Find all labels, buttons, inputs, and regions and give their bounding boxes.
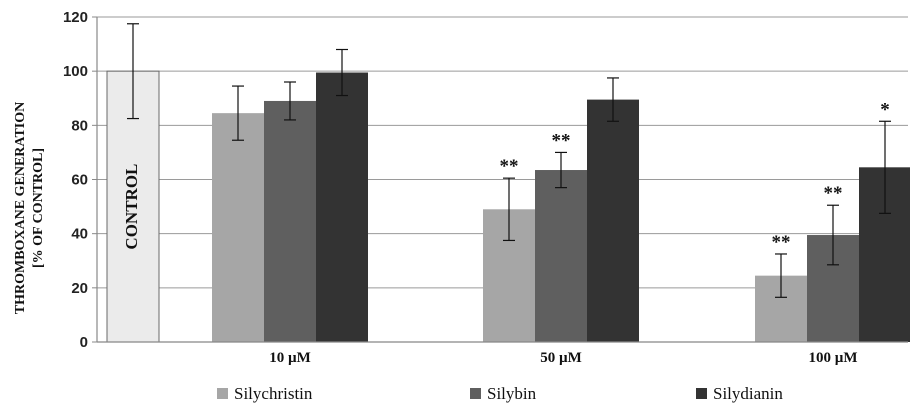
x-tick-label: 50 µM bbox=[540, 350, 582, 366]
bars: CONTROL bbox=[106, 70, 910, 343]
y-tick-label: 120 bbox=[63, 9, 88, 26]
bar-silybin bbox=[535, 170, 587, 342]
x-axis-ticks: 10 µM 50 µM 100 µM bbox=[269, 350, 857, 366]
legend-swatch-silybin bbox=[470, 388, 481, 399]
bar-silydianin bbox=[587, 99, 639, 343]
significance-marker: ** bbox=[824, 183, 843, 204]
bar-silydianin bbox=[316, 72, 368, 342]
significance-markers: ********* bbox=[500, 99, 890, 253]
x-tick-label: 100 µM bbox=[808, 350, 857, 366]
significance-marker: ** bbox=[500, 156, 519, 177]
bar-silychristin bbox=[212, 113, 264, 342]
legend-swatch-silychristin bbox=[217, 388, 228, 399]
x-tick-label: 10 µM bbox=[269, 350, 311, 366]
error-bars bbox=[127, 23, 891, 298]
y-tick-label: 60 bbox=[71, 172, 88, 189]
significance-marker: * bbox=[880, 99, 890, 120]
y-tick-label: 80 bbox=[71, 117, 88, 134]
legend-label-silybin: Silybin bbox=[487, 384, 537, 403]
bar-silybin bbox=[264, 100, 316, 342]
y-tick-label: 40 bbox=[71, 226, 88, 243]
control-bar-label: CONTROL bbox=[122, 164, 141, 250]
significance-marker: ** bbox=[772, 232, 791, 253]
y-axis-ticks: 0 20 40 60 80 100 120 bbox=[63, 9, 97, 351]
legend-label-silydianin: Silydianin bbox=[713, 384, 783, 403]
legend: Silychristin Silybin Silydianin bbox=[217, 384, 783, 403]
y-tick-label: 20 bbox=[71, 280, 88, 297]
legend-label-silychristin: Silychristin bbox=[234, 384, 313, 403]
y-tick-label: 0 bbox=[80, 334, 88, 351]
y-tick-label: 100 bbox=[63, 63, 88, 80]
y-axis-label-line2: [% OF CONTROL] bbox=[31, 148, 46, 268]
significance-marker: ** bbox=[552, 130, 571, 151]
legend-swatch-silydianin bbox=[696, 388, 707, 399]
y-axis-label-line1: THROMBOXANE GENERATION bbox=[13, 102, 28, 314]
